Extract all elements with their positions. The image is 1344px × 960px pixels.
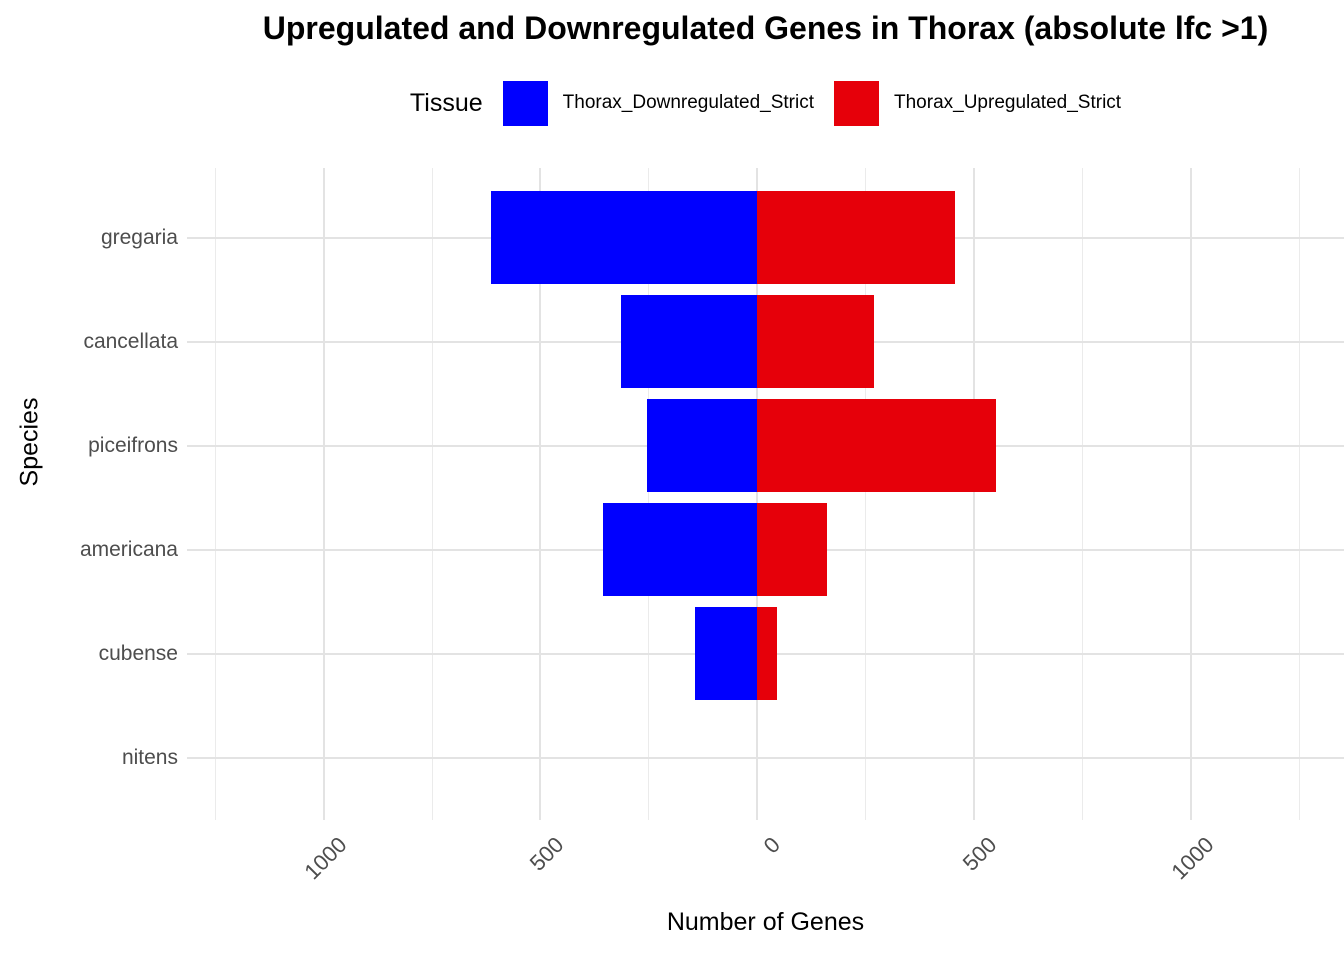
x-tick-label-1000-0: 1000 [298,832,352,885]
gridline-x-major [1189,168,1192,820]
chart-title: Upregulated and Downregulated Genes in T… [262,10,1269,46]
gridline-x-minor [648,168,650,820]
bar-cubense-Thorax_Upregulated_Strict [757,607,777,701]
legend-label-downregulated: Thorax_Downregulated_Strict [562,92,814,113]
gridline-x-minor [214,168,216,820]
gridline-x-major [973,168,976,820]
bar-piceifrons-Thorax_Downregulated_Strict [646,399,758,493]
legend-item-upregulated: Thorax_Upregulated_Strict [834,80,1122,126]
x-tick-label-0-2: 0 [758,832,785,859]
x-tick-label-1000-4: 1000 [1166,832,1219,885]
legend-title: Tissue [409,88,483,117]
bar-americana-Thorax_Upregulated_Strict [757,503,827,597]
y-tick-label-nitens: nitens [121,746,178,769]
y-tick-label-piceifrons: piceifrons [88,433,178,457]
bar-gregaria-Thorax_Downregulated_Strict [490,191,758,284]
x-axis-title: Number of Genes [666,908,865,936]
bar-cancellata-Thorax_Upregulated_Strict [757,295,875,389]
bar-gregaria-Thorax_Upregulated_Strict [757,191,955,284]
gridline-x-major [539,168,542,820]
x-tick-label-500-1: 500 [524,832,569,876]
y-tick-label-cancellata: cancellata [83,329,178,353]
legend-label-upregulated: Thorax_Upregulated_Strict [894,92,1122,113]
gridline-x-minor [1082,168,1083,820]
y-tick-label-gregaria: gregaria [100,225,178,249]
legend-swatch-upregulated-icon [834,80,879,126]
bar-cubense-Thorax_Downregulated_Strict [695,607,758,701]
legend-item-downregulated: Thorax_Downregulated_Strict [502,80,814,126]
gridline-x-minor [431,168,433,820]
gridline-x-minor [1298,168,1300,820]
gridline-x-major [756,168,759,820]
gridline-x-major [322,168,325,820]
gridline-y-nitens [187,757,1344,759]
y-tick-label-americana: americana [79,537,178,561]
bar-piceifrons-Thorax_Upregulated_Strict [757,399,996,493]
legend: Tissue Thorax_Downregulated_Strict Thora… [187,78,1344,128]
y-tick-label-cubense: cubense [98,641,178,665]
bar-cancellata-Thorax_Downregulated_Strict [620,295,758,389]
legend-swatch-downregulated-icon [502,80,548,126]
x-tick-label-500-3: 500 [958,832,1002,876]
gridline-x-minor [865,168,867,820]
bar-americana-Thorax_Downregulated_Strict [603,503,758,597]
plot-panel [187,168,1344,820]
